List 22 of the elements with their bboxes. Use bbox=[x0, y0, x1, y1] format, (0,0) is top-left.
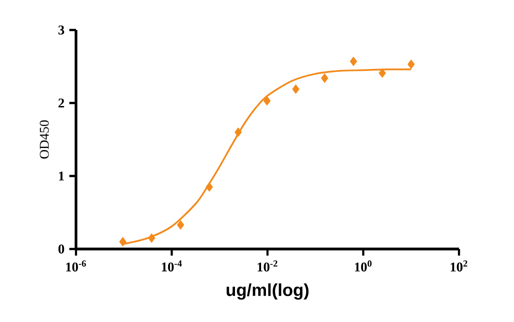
point bbox=[119, 237, 126, 246]
x-axis-title: ug/ml(log) bbox=[226, 283, 309, 300]
y-tick-label: 3 bbox=[58, 26, 64, 34]
point bbox=[234, 128, 242, 137]
x-tick-label: 10$^{-4}$ bbox=[162, 260, 182, 272]
point bbox=[206, 182, 213, 192]
point bbox=[263, 96, 271, 106]
x-tick-label: 10$^{2}$ bbox=[450, 260, 468, 272]
point bbox=[321, 74, 328, 83]
y-tick-label: 0 bbox=[58, 244, 64, 254]
x-tick-label: 10$^{0}$ bbox=[354, 260, 372, 272]
y-tick-label: 2 bbox=[58, 98, 64, 108]
point bbox=[177, 220, 184, 230]
point bbox=[408, 60, 415, 69]
point bbox=[292, 84, 300, 94]
point bbox=[148, 233, 156, 243]
point bbox=[378, 68, 386, 78]
y-tick-label: 1 bbox=[59, 172, 64, 180]
x-tick-label: 10$^{-6}$ bbox=[66, 260, 86, 272]
x-tick-label: 10$^{-2}$ bbox=[258, 260, 278, 272]
point bbox=[350, 56, 358, 66]
y-axis-title: OD450 bbox=[40, 120, 49, 159]
